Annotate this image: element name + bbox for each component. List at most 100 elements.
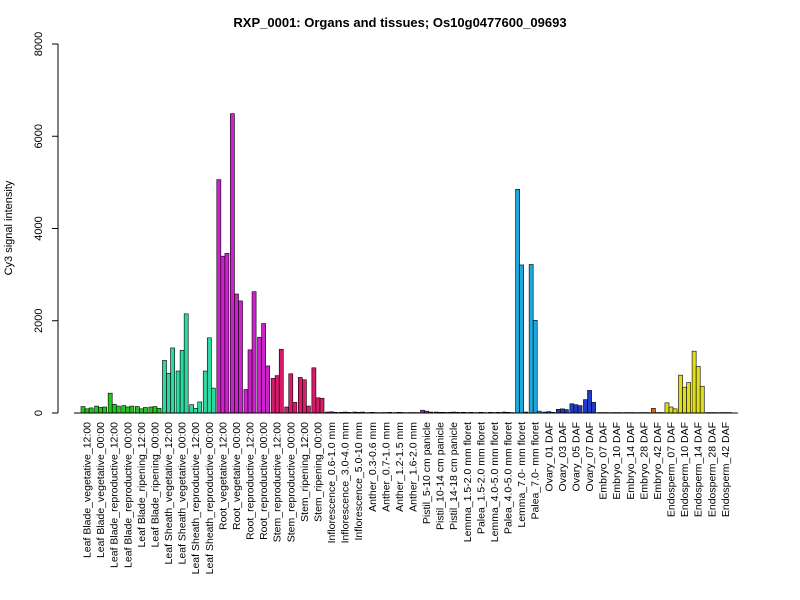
bar — [193, 408, 199, 414]
bar — [261, 323, 266, 414]
bar — [143, 407, 148, 414]
bar — [102, 406, 108, 414]
x-category-label: Embryo_42 DAF — [652, 422, 664, 500]
bar — [664, 402, 670, 414]
x-category-label: Palea_4.0-5.0 mm floret — [503, 422, 515, 534]
bar — [311, 367, 317, 414]
bar — [678, 374, 683, 414]
x-category-label: Lemma_1.5-2.0 mm floret — [462, 422, 474, 542]
bar — [125, 406, 131, 414]
bar — [129, 405, 135, 414]
x-category-label: Pistil_10-14 cm panicle — [435, 422, 447, 530]
bar — [583, 399, 588, 414]
bar — [152, 406, 158, 414]
bar — [297, 377, 303, 414]
y-tick-label: 2000 — [33, 309, 45, 333]
bar — [247, 349, 253, 414]
bar — [148, 406, 154, 414]
bar — [257, 337, 262, 414]
bar — [115, 405, 121, 414]
bar — [695, 366, 701, 414]
bar — [216, 179, 222, 414]
x-category-label: Ovary_01 DAF — [543, 422, 555, 491]
x-category-label: Pistil_14-18 cm panicle — [448, 422, 460, 530]
x-category-label: Palea_7.0- mm floret — [530, 422, 542, 520]
bar — [573, 404, 579, 414]
x-category-label: Endosperm_28 DAF — [706, 422, 718, 517]
bar — [189, 404, 194, 414]
x-category-label: Inflorescence_3.0-4.0 mm — [340, 422, 352, 544]
x-category-label: Pistil_5-10 cm panicle — [421, 422, 433, 524]
bar — [555, 409, 561, 414]
category-labels: Leaf Blade_vegetative_12:00 Leaf Blade_ve… — [82, 422, 732, 575]
x-category-label: Embryo_07 DAF — [598, 422, 610, 500]
x-category-label: Root_vegetative_00:00 — [231, 422, 243, 530]
bar — [135, 406, 140, 414]
bar — [224, 253, 230, 414]
y-tick-label: 8000 — [33, 32, 45, 56]
bar — [243, 389, 249, 414]
bar — [587, 390, 592, 414]
bar — [111, 403, 117, 414]
bar — [230, 113, 235, 414]
x-category-label: Root_reproductive_00:00 — [258, 422, 270, 540]
bar — [238, 300, 243, 414]
bar — [691, 350, 697, 414]
bar — [170, 347, 175, 414]
x-category-label: Leaf Sheath_reproductive_00:00 — [204, 422, 216, 575]
bar — [197, 401, 203, 414]
bar — [302, 379, 307, 414]
bar — [270, 378, 276, 414]
bar — [274, 375, 280, 414]
x-category-label: Leaf Sheath_vegetative_12:00 — [163, 422, 175, 565]
y-axis-label: Cy3 signal intensity — [3, 180, 15, 275]
bar — [577, 405, 583, 414]
bar — [284, 406, 290, 414]
bar — [183, 313, 189, 414]
bar — [206, 337, 212, 414]
x-category-label: Leaf Sheath_vegetative_00:00 — [177, 422, 189, 565]
bar — [139, 408, 144, 414]
x-category-label: Stem_reproductive_00:00 — [285, 422, 297, 542]
x-category-label: Palea_1.5-2.0 mm floret — [475, 422, 487, 534]
y-axis: 0 2000 4000 6000 8000 — [33, 32, 59, 416]
x-category-label: Leaf Blade_ripening_00:00 — [149, 422, 161, 548]
x-category-label: Stem_ripening_12:00 — [299, 422, 311, 522]
bar — [519, 264, 524, 414]
bar — [668, 406, 674, 414]
x-category-label: Leaf Blade_vegetative_00:00 — [95, 422, 107, 558]
x-category-label: Endosperm_14 DAF — [693, 422, 705, 517]
bar — [175, 370, 181, 414]
bar — [528, 264, 534, 414]
bar — [672, 408, 678, 414]
bar — [166, 373, 171, 414]
bar — [84, 408, 90, 414]
bar — [220, 255, 226, 414]
x-category-label: Ovary_05 DAF — [570, 422, 582, 491]
x-category-label: Embryo_10 DAF — [611, 422, 623, 500]
bar — [251, 291, 257, 414]
bar — [98, 407, 103, 414]
bar — [288, 373, 294, 414]
bar — [80, 406, 86, 414]
x-category-label: Root_vegetative_12:00 — [217, 422, 229, 530]
x-category-label: Embryo_28 DAF — [638, 422, 650, 500]
x-category-label: Lemma_7.0- mm floret — [516, 422, 528, 528]
x-category-label: Stem_reproductive_12:00 — [272, 422, 284, 542]
bar — [265, 365, 270, 414]
bar — [306, 405, 311, 414]
bar — [162, 360, 167, 414]
bar — [156, 408, 162, 414]
x-category-label: Endosperm_10 DAF — [679, 422, 691, 517]
y-tick-label: 6000 — [33, 124, 45, 148]
bar — [179, 349, 185, 414]
bar — [94, 405, 99, 414]
chart-title: RXP_0001: Organs and tissues; Os10g04776… — [233, 15, 566, 30]
x-category-label: Stem_ripening_00:00 — [312, 422, 324, 522]
bar — [278, 349, 284, 414]
x-category-label: Anther_1.2-1.5 mm — [394, 422, 406, 512]
x-category-label: Endosperm_07 DAF — [666, 422, 678, 517]
bar — [591, 402, 596, 414]
bar — [515, 188, 520, 414]
